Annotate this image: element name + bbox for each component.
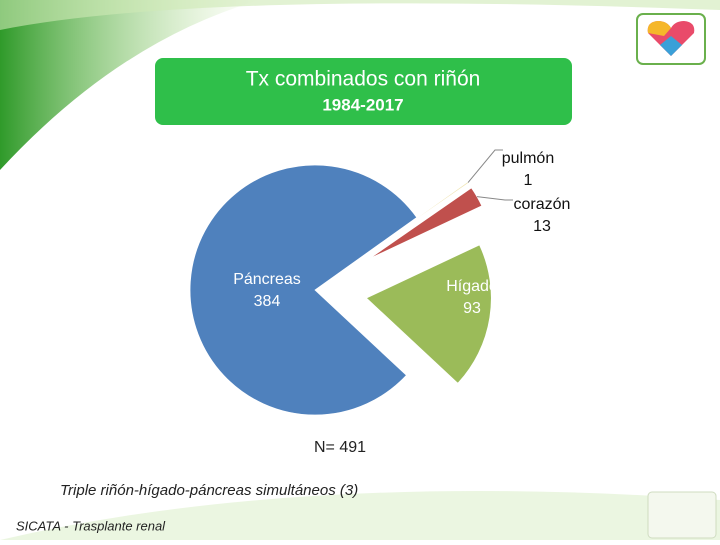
source: SICATA - Trasplante renal — [16, 518, 166, 533]
logo-nefrologia — [647, 491, 717, 539]
pie-slice — [365, 244, 492, 384]
decor-swoosh — [0, 0, 720, 30]
chart-subtitle: 1984-2017 — [322, 95, 403, 114]
leader-line — [476, 196, 513, 201]
slice-label: corazón — [514, 196, 571, 213]
pie-slice — [365, 181, 470, 255]
title-box — [155, 58, 572, 125]
slice-label: Páncreas — [233, 271, 301, 288]
slice-label: pulmón — [502, 150, 554, 167]
chart-title: Tx combinados con riñón — [246, 68, 481, 91]
value-label: 1 — [524, 172, 533, 189]
logo-heart — [647, 21, 671, 36]
value-label: 93 — [463, 300, 481, 317]
pie-slice — [368, 187, 483, 260]
decor-swoosh — [0, 0, 260, 170]
value-label: 13 — [533, 218, 551, 235]
total-label: N= 491 — [314, 439, 366, 456]
slice-label: Hígado — [446, 278, 498, 295]
pie-slice — [189, 164, 418, 416]
decor-swoosh — [0, 491, 720, 540]
value-label: 384 — [254, 293, 281, 310]
logo-heart — [660, 36, 682, 56]
leader-line — [467, 149, 503, 183]
footnote: Triple riñón-hígado-páncreas simultáneos… — [60, 482, 358, 499]
